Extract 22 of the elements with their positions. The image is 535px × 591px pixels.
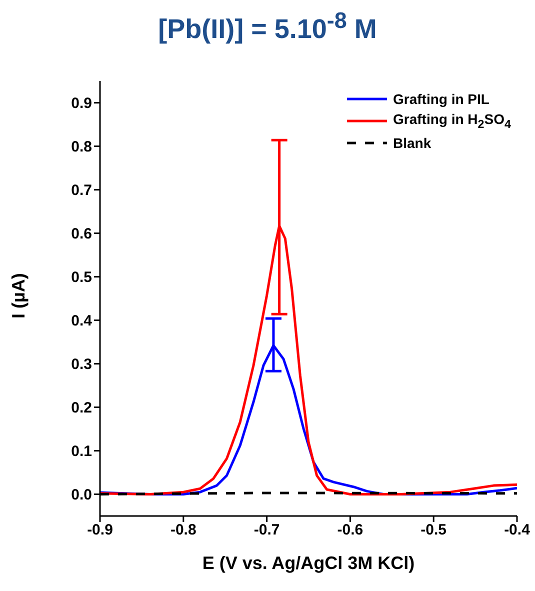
legend-label: Grafting in H$_{2}$SO$_{4}$ [393, 111, 511, 131]
y-tick-label: 0.4 [71, 312, 93, 330]
y-tick-label: 0.7 [71, 182, 92, 200]
y-tick-label: 0.3 [71, 356, 92, 374]
y-tick-label: 0.9 [71, 95, 92, 112]
y-tick-label: 0.6 [71, 226, 92, 243]
x-tick-label: -0.6 [337, 522, 364, 539]
y-tick-label: 0.8 [71, 138, 92, 156]
y-axis-title: I (µA) [8, 273, 28, 318]
x-tick-label: -0.9 [87, 522, 113, 539]
legend-label: Grafting in PIL [393, 91, 490, 107]
x-tick-label: -0.8 [170, 522, 196, 539]
y-tick-label: 0.2 [71, 400, 92, 417]
x-axis-title: E (V vs. Ag/AgCl 3M KCl) [202, 553, 415, 573]
y-tick-label: 0.1 [71, 443, 92, 460]
x-tick-label: -0.4 [504, 522, 531, 539]
x-tick-label: -0.5 [420, 522, 447, 539]
chart-title: [Pb(II)] = 5.10$^{-8}$ M [158, 8, 377, 44]
y-tick-label: 0.5 [71, 269, 92, 286]
x-tick-label: -0.7 [254, 522, 280, 539]
legend-label: Blank [393, 135, 432, 151]
y-tick-label: 0.0 [71, 486, 92, 504]
